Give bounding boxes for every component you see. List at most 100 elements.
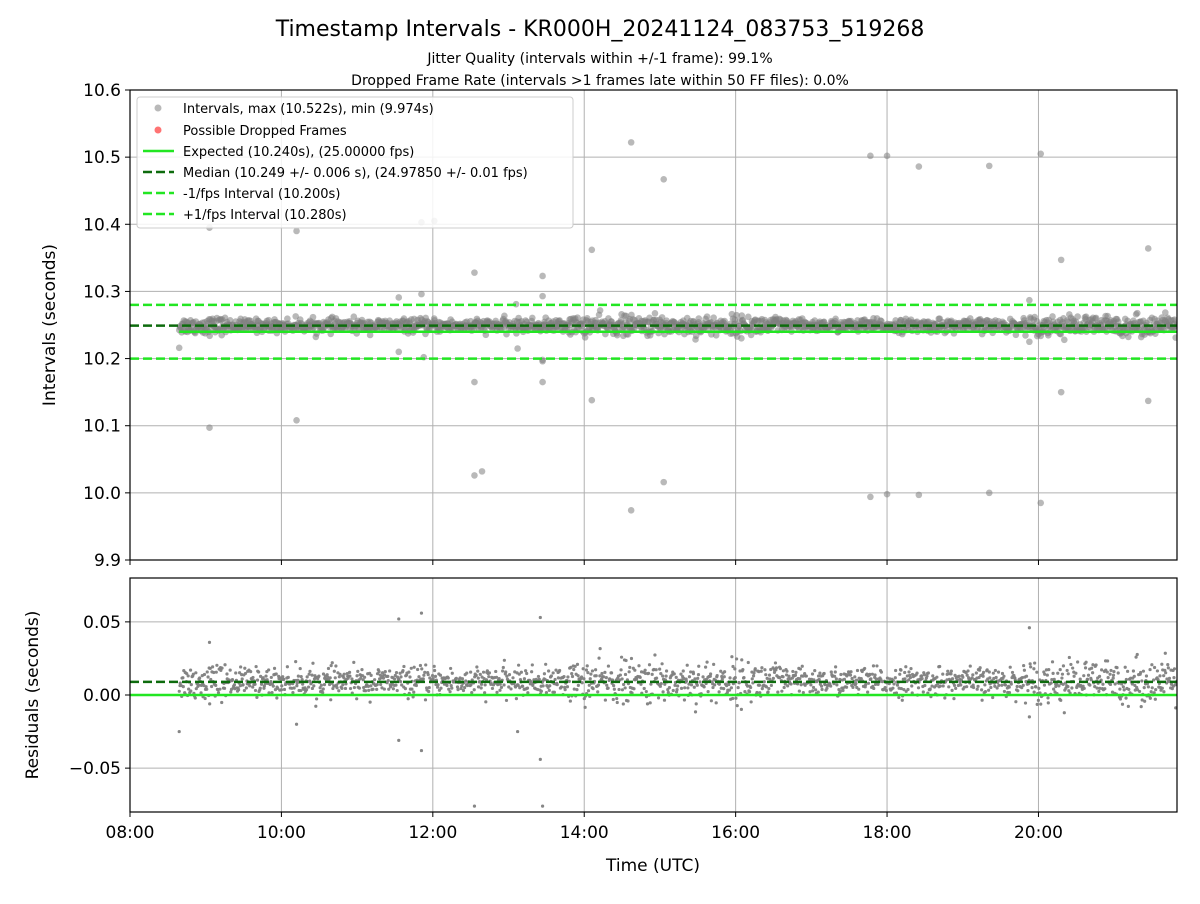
residual-point [648, 701, 652, 705]
residual-point [199, 691, 203, 695]
residual-point [318, 686, 322, 690]
residual-point [402, 664, 406, 669]
residual-point [418, 663, 423, 668]
residual-point [569, 665, 573, 669]
residual-point [780, 689, 784, 693]
residual-outlier-point [419, 748, 424, 753]
residual-point [516, 663, 521, 667]
interval-outlier-point [539, 272, 546, 280]
residual-point [275, 696, 279, 700]
residual-point [801, 674, 805, 678]
residual-point [622, 682, 626, 687]
residual-point [637, 664, 641, 668]
residual-point [633, 668, 637, 672]
residual-point [749, 700, 753, 704]
residual-point [734, 657, 739, 661]
residual-point [475, 665, 479, 669]
residual-point [793, 673, 798, 677]
y-tick-label: 0.05 [83, 613, 121, 633]
residual-point [853, 675, 857, 679]
residual-point [403, 686, 408, 691]
residual-point [720, 677, 724, 681]
residual-point [720, 674, 724, 679]
residual-point [341, 683, 345, 687]
residual-point [1150, 663, 1154, 667]
residual-point [1021, 683, 1025, 688]
residual-point [518, 686, 522, 690]
residual-point [424, 663, 428, 667]
residual-point [751, 674, 756, 678]
residual-point [406, 697, 410, 701]
residual-point [321, 691, 325, 695]
residual-point [758, 691, 762, 695]
residual-point [484, 700, 488, 704]
residual-point [337, 675, 341, 679]
residual-point [580, 681, 584, 685]
residual-point [970, 676, 974, 680]
residual-point [253, 682, 257, 686]
residual-point [717, 682, 721, 686]
residual-point [689, 670, 693, 674]
residual-point [833, 674, 837, 678]
residual-point [378, 673, 382, 677]
intervals-y-ticks: 9.9 10.0 10.1 10.2 10.3 10.4 10.5 10.6 [83, 81, 130, 571]
residual-point [1103, 687, 1107, 691]
residual-point [589, 672, 593, 676]
residual-point [244, 686, 248, 690]
residual-point [742, 675, 746, 680]
residual-point [279, 677, 283, 681]
residual-point [760, 687, 764, 691]
residual-point [796, 682, 800, 686]
residual-point [445, 683, 449, 688]
residual-point [357, 686, 362, 690]
residual-point [737, 681, 741, 685]
residual-point [1118, 687, 1122, 691]
residual-point [908, 675, 913, 680]
residual-point [884, 688, 888, 693]
interval-point [482, 331, 490, 339]
residual-point [977, 668, 982, 672]
residual-point [484, 678, 489, 682]
residual-point [326, 675, 330, 679]
residual-point [663, 682, 667, 686]
residual-point [952, 697, 956, 701]
residual-point [1133, 683, 1137, 688]
residual-point [1174, 706, 1177, 710]
residual-point [696, 673, 701, 677]
interval-point [1162, 309, 1169, 316]
y-tick-label: 10.1 [83, 417, 121, 437]
residual-point [220, 666, 224, 670]
residual-point [299, 688, 303, 693]
chart-subtitle-dropped: Dropped Frame Rate (intervals >1 frames … [351, 73, 849, 89]
residual-point [661, 674, 665, 678]
residual-point [1062, 711, 1066, 715]
interval-outlier-point [514, 345, 521, 352]
residual-point [282, 677, 286, 681]
legend-box [136, 96, 574, 229]
residual-point [983, 689, 988, 694]
residual-point [794, 670, 798, 674]
residual-point [993, 668, 998, 673]
residual-point [1113, 682, 1117, 686]
residual-point [661, 690, 665, 694]
residual-point [299, 674, 303, 679]
interval-point [692, 332, 700, 340]
x-tick-label: 20:00 [1014, 823, 1063, 843]
residual-point [654, 668, 658, 672]
residual-point [702, 685, 706, 689]
residual-point [1023, 701, 1028, 705]
interval-outlier-point [627, 507, 635, 514]
residual-point [764, 673, 768, 677]
residual-point [675, 688, 679, 692]
residual-point [375, 682, 379, 687]
residual-point [897, 695, 901, 700]
residual-point [521, 684, 525, 688]
residual-point [1172, 676, 1176, 680]
interval-outlier-point [1057, 256, 1065, 264]
residual-outlier-point [472, 804, 477, 808]
residual-point [1074, 671, 1078, 675]
residual-point [255, 695, 259, 700]
residual-point [903, 670, 907, 675]
residual-point [620, 688, 625, 692]
interval-point [733, 311, 740, 319]
